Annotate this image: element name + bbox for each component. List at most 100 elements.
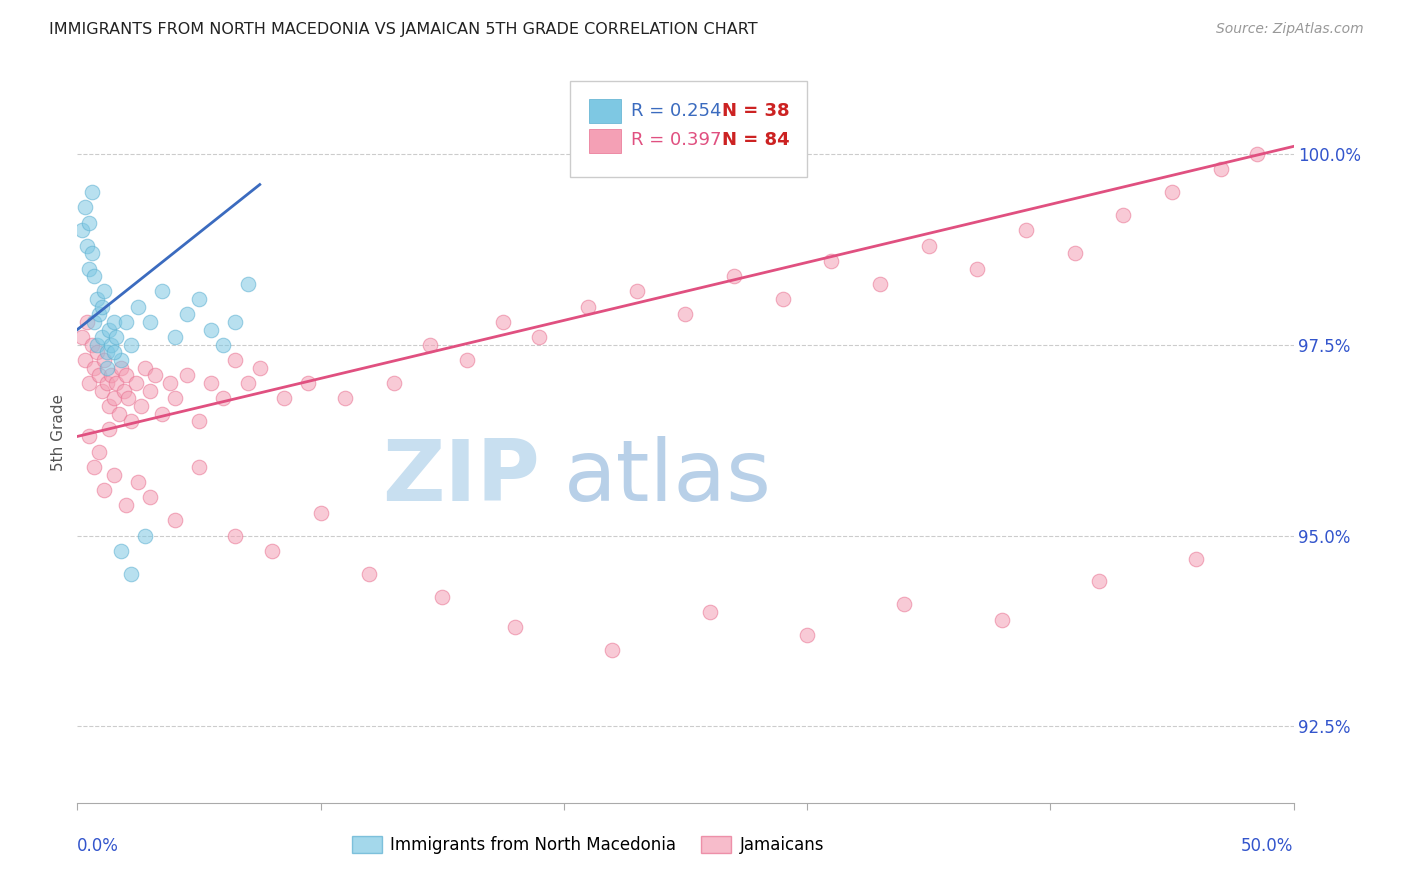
Point (83, 315, 105, 329)
Point (772, 292, 794, 306)
Point (73, 353, 96, 368)
Point (83, 460, 105, 475)
Point (249, 360, 271, 375)
Point (260, 544, 283, 558)
Point (86, 345, 108, 359)
Point (152, 285, 174, 299)
Point (80, 338, 103, 352)
Point (200, 376, 222, 390)
Point (70, 223, 93, 237)
Point (89, 444, 111, 458)
Point (492, 315, 515, 329)
Text: R = 0.397: R = 0.397 (631, 131, 721, 149)
Point (1161, 185, 1184, 199)
Point (200, 322, 222, 336)
Point (675, 307, 697, 321)
Point (120, 566, 142, 581)
Point (224, 353, 246, 368)
Point (107, 407, 129, 421)
Point (79, 216, 101, 230)
Point (100, 368, 122, 383)
Point (1209, 162, 1232, 177)
Point (103, 345, 125, 359)
Point (176, 368, 198, 383)
Point (134, 529, 156, 543)
Point (188, 292, 211, 306)
Point (76, 238, 98, 252)
Point (105, 330, 128, 344)
Text: N = 84: N = 84 (721, 131, 790, 149)
Point (79, 376, 101, 390)
Point (297, 376, 319, 390)
FancyBboxPatch shape (569, 81, 807, 178)
Point (110, 353, 132, 368)
Point (112, 384, 135, 398)
Point (224, 315, 246, 329)
Text: atlas: atlas (564, 435, 772, 518)
Point (143, 368, 166, 383)
Point (212, 391, 235, 405)
Point (236, 376, 259, 390)
Point (93, 285, 115, 299)
Point (188, 460, 211, 475)
Point (115, 315, 138, 329)
Point (1185, 551, 1208, 566)
Point (152, 407, 174, 421)
Point (333, 391, 356, 405)
FancyBboxPatch shape (589, 129, 621, 153)
Point (1088, 574, 1111, 589)
Point (309, 506, 332, 520)
Point (163, 330, 186, 344)
Text: ZIP: ZIP (382, 435, 540, 518)
Point (139, 315, 162, 329)
Point (382, 376, 405, 390)
Legend: Immigrants from North Macedonia, Jamaicans: Immigrants from North Macedonia, Jamaica… (346, 830, 831, 861)
Point (820, 253, 842, 268)
Point (918, 238, 941, 252)
Point (105, 376, 128, 390)
Point (80, 246, 103, 260)
Point (529, 330, 551, 344)
Point (1015, 223, 1038, 237)
Point (83, 360, 105, 375)
Point (576, 300, 599, 314)
Point (103, 467, 125, 482)
Point (1246, 147, 1268, 161)
Point (103, 391, 125, 405)
Text: IMMIGRANTS FROM NORTH MACEDONIA VS JAMAICAN 5TH GRADE CORRELATION CHART: IMMIGRANTS FROM NORTH MACEDONIA VS JAMAI… (49, 22, 758, 37)
Point (456, 353, 478, 368)
Point (100, 338, 122, 352)
Point (273, 391, 295, 405)
Text: Source: ZipAtlas.com: Source: ZipAtlas.com (1216, 22, 1364, 37)
Point (90, 300, 112, 314)
Point (79, 261, 101, 276)
Point (125, 376, 148, 390)
Text: 0.0%: 0.0% (77, 838, 120, 855)
Point (86, 338, 108, 352)
Point (127, 475, 149, 490)
Point (893, 598, 915, 612)
Point (212, 338, 235, 352)
Text: 50.0%: 50.0% (1241, 838, 1294, 855)
Point (115, 368, 138, 383)
Point (110, 544, 132, 558)
Point (70, 330, 93, 344)
Point (97, 322, 120, 336)
Point (97, 399, 120, 413)
Point (869, 277, 891, 291)
Point (89, 368, 111, 383)
Point (96, 360, 118, 375)
Point (796, 628, 818, 642)
Point (163, 513, 186, 527)
Point (80, 185, 103, 199)
Point (79, 429, 101, 443)
Point (159, 376, 181, 390)
Point (76, 315, 98, 329)
Point (90, 330, 112, 344)
Point (93, 483, 115, 497)
Y-axis label: 5th Grade: 5th Grade (51, 394, 66, 471)
Point (73, 201, 96, 215)
Text: R = 0.254: R = 0.254 (631, 102, 721, 120)
Point (120, 338, 142, 352)
Point (83, 269, 105, 284)
